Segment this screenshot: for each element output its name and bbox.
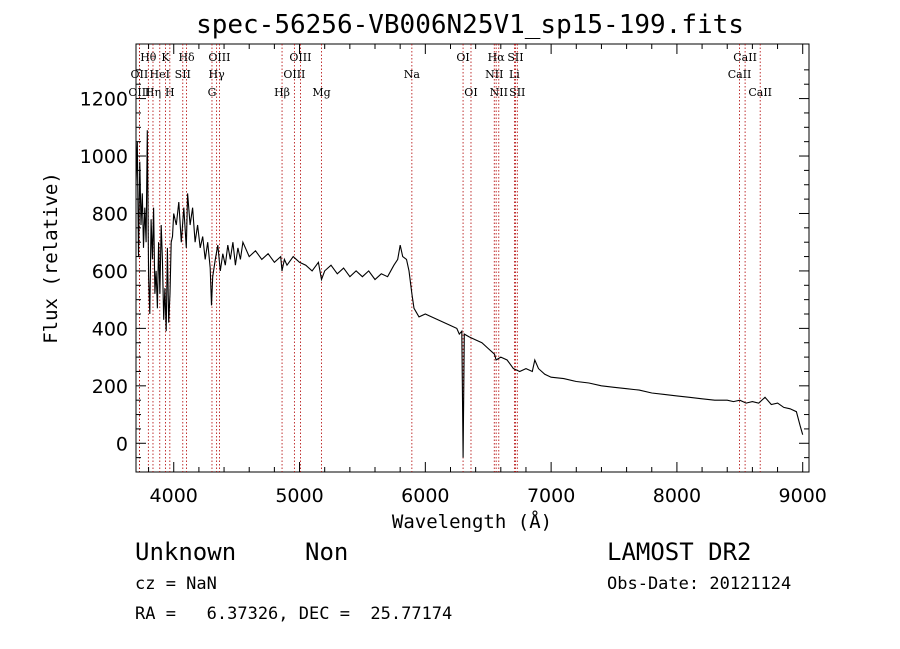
- object-subclass: Non: [305, 538, 349, 566]
- y-tick-label: 1000: [80, 146, 128, 168]
- object-class: Unknown: [135, 538, 237, 566]
- spectral-line-label: SII: [509, 86, 525, 99]
- y-tick-label: 400: [92, 318, 128, 340]
- spectral-line-label: CaII: [733, 51, 757, 64]
- spectral-line-label: OI: [456, 51, 469, 64]
- y-tick-label: 600: [92, 261, 128, 283]
- spectral-line-label: CaII: [748, 86, 772, 99]
- x-axis-label: Wavelength (Å): [392, 510, 552, 533]
- chart-title: spec-56256-VB006N25V1_sp15-199.fits: [196, 10, 744, 40]
- survey-name: LAMOST DR2: [607, 538, 752, 566]
- spectral-line-label: Hθ: [140, 51, 157, 64]
- spectral-line-label: OII: [131, 68, 149, 81]
- y-axis-ticks: 0 200 400 600 800 1000 1200: [80, 69, 809, 473]
- y-tick-label: 200: [92, 376, 128, 398]
- x-tick-label: 7000: [527, 485, 575, 507]
- x-tick-label: 5000: [275, 485, 323, 507]
- plot-frame: [135, 43, 810, 473]
- spectral-line-label: SII: [175, 68, 191, 81]
- spectral-line-label: G: [208, 86, 217, 99]
- spectral-line-label: CaII: [728, 68, 752, 81]
- x-tick-label: 4000: [150, 485, 198, 507]
- y-tick-label: 800: [92, 203, 128, 225]
- spectral-line-label: OIII: [283, 68, 305, 81]
- spectral-line-label: HeI: [150, 68, 170, 81]
- x-axis-ticks: 4000 5000 6000 7000 8000 9000: [148, 44, 827, 507]
- spectral-line-label: Mg: [312, 86, 330, 99]
- spectral-line-label: SII: [507, 51, 523, 64]
- spectral-line-label: Hδ: [178, 51, 195, 64]
- spectrum-series: [135, 130, 804, 458]
- spectral-line-label: Hβ: [274, 86, 290, 99]
- spectral-line-label: OIII: [128, 86, 150, 99]
- y-tick-label: 1200: [80, 89, 128, 111]
- y-tick-label: 0: [116, 433, 128, 455]
- spectral-line-label: Na: [404, 68, 421, 81]
- x-tick-label: 9000: [779, 485, 827, 507]
- spectral-line-label: Hα: [488, 51, 506, 64]
- spectral-line-markers: [138, 44, 761, 472]
- spectral-line-label: K: [161, 51, 170, 64]
- spectral-line-label: Hη: [145, 86, 161, 99]
- spectral-line-label: Hγ: [209, 68, 226, 81]
- spectral-line-label: NII: [485, 68, 503, 81]
- ra-dec: RA = 6.37326, DEC = 25.77174: [135, 604, 453, 624]
- obs-date: Obs-Date: 20121124: [607, 574, 792, 594]
- spectral-line-label: OIII: [289, 51, 311, 64]
- y-axis-label: Flux (relative): [40, 172, 62, 344]
- spectral-line-label: H: [165, 86, 175, 99]
- redshift-value: cz = NaN: [135, 574, 217, 594]
- spectral-line-label: NII: [490, 86, 508, 99]
- spectral-line-label: Li: [509, 68, 520, 81]
- spectral-line-label: OIII: [208, 51, 230, 64]
- x-tick-label: 8000: [653, 485, 701, 507]
- spectral-line-label: OI: [464, 86, 477, 99]
- x-tick-label: 6000: [401, 485, 449, 507]
